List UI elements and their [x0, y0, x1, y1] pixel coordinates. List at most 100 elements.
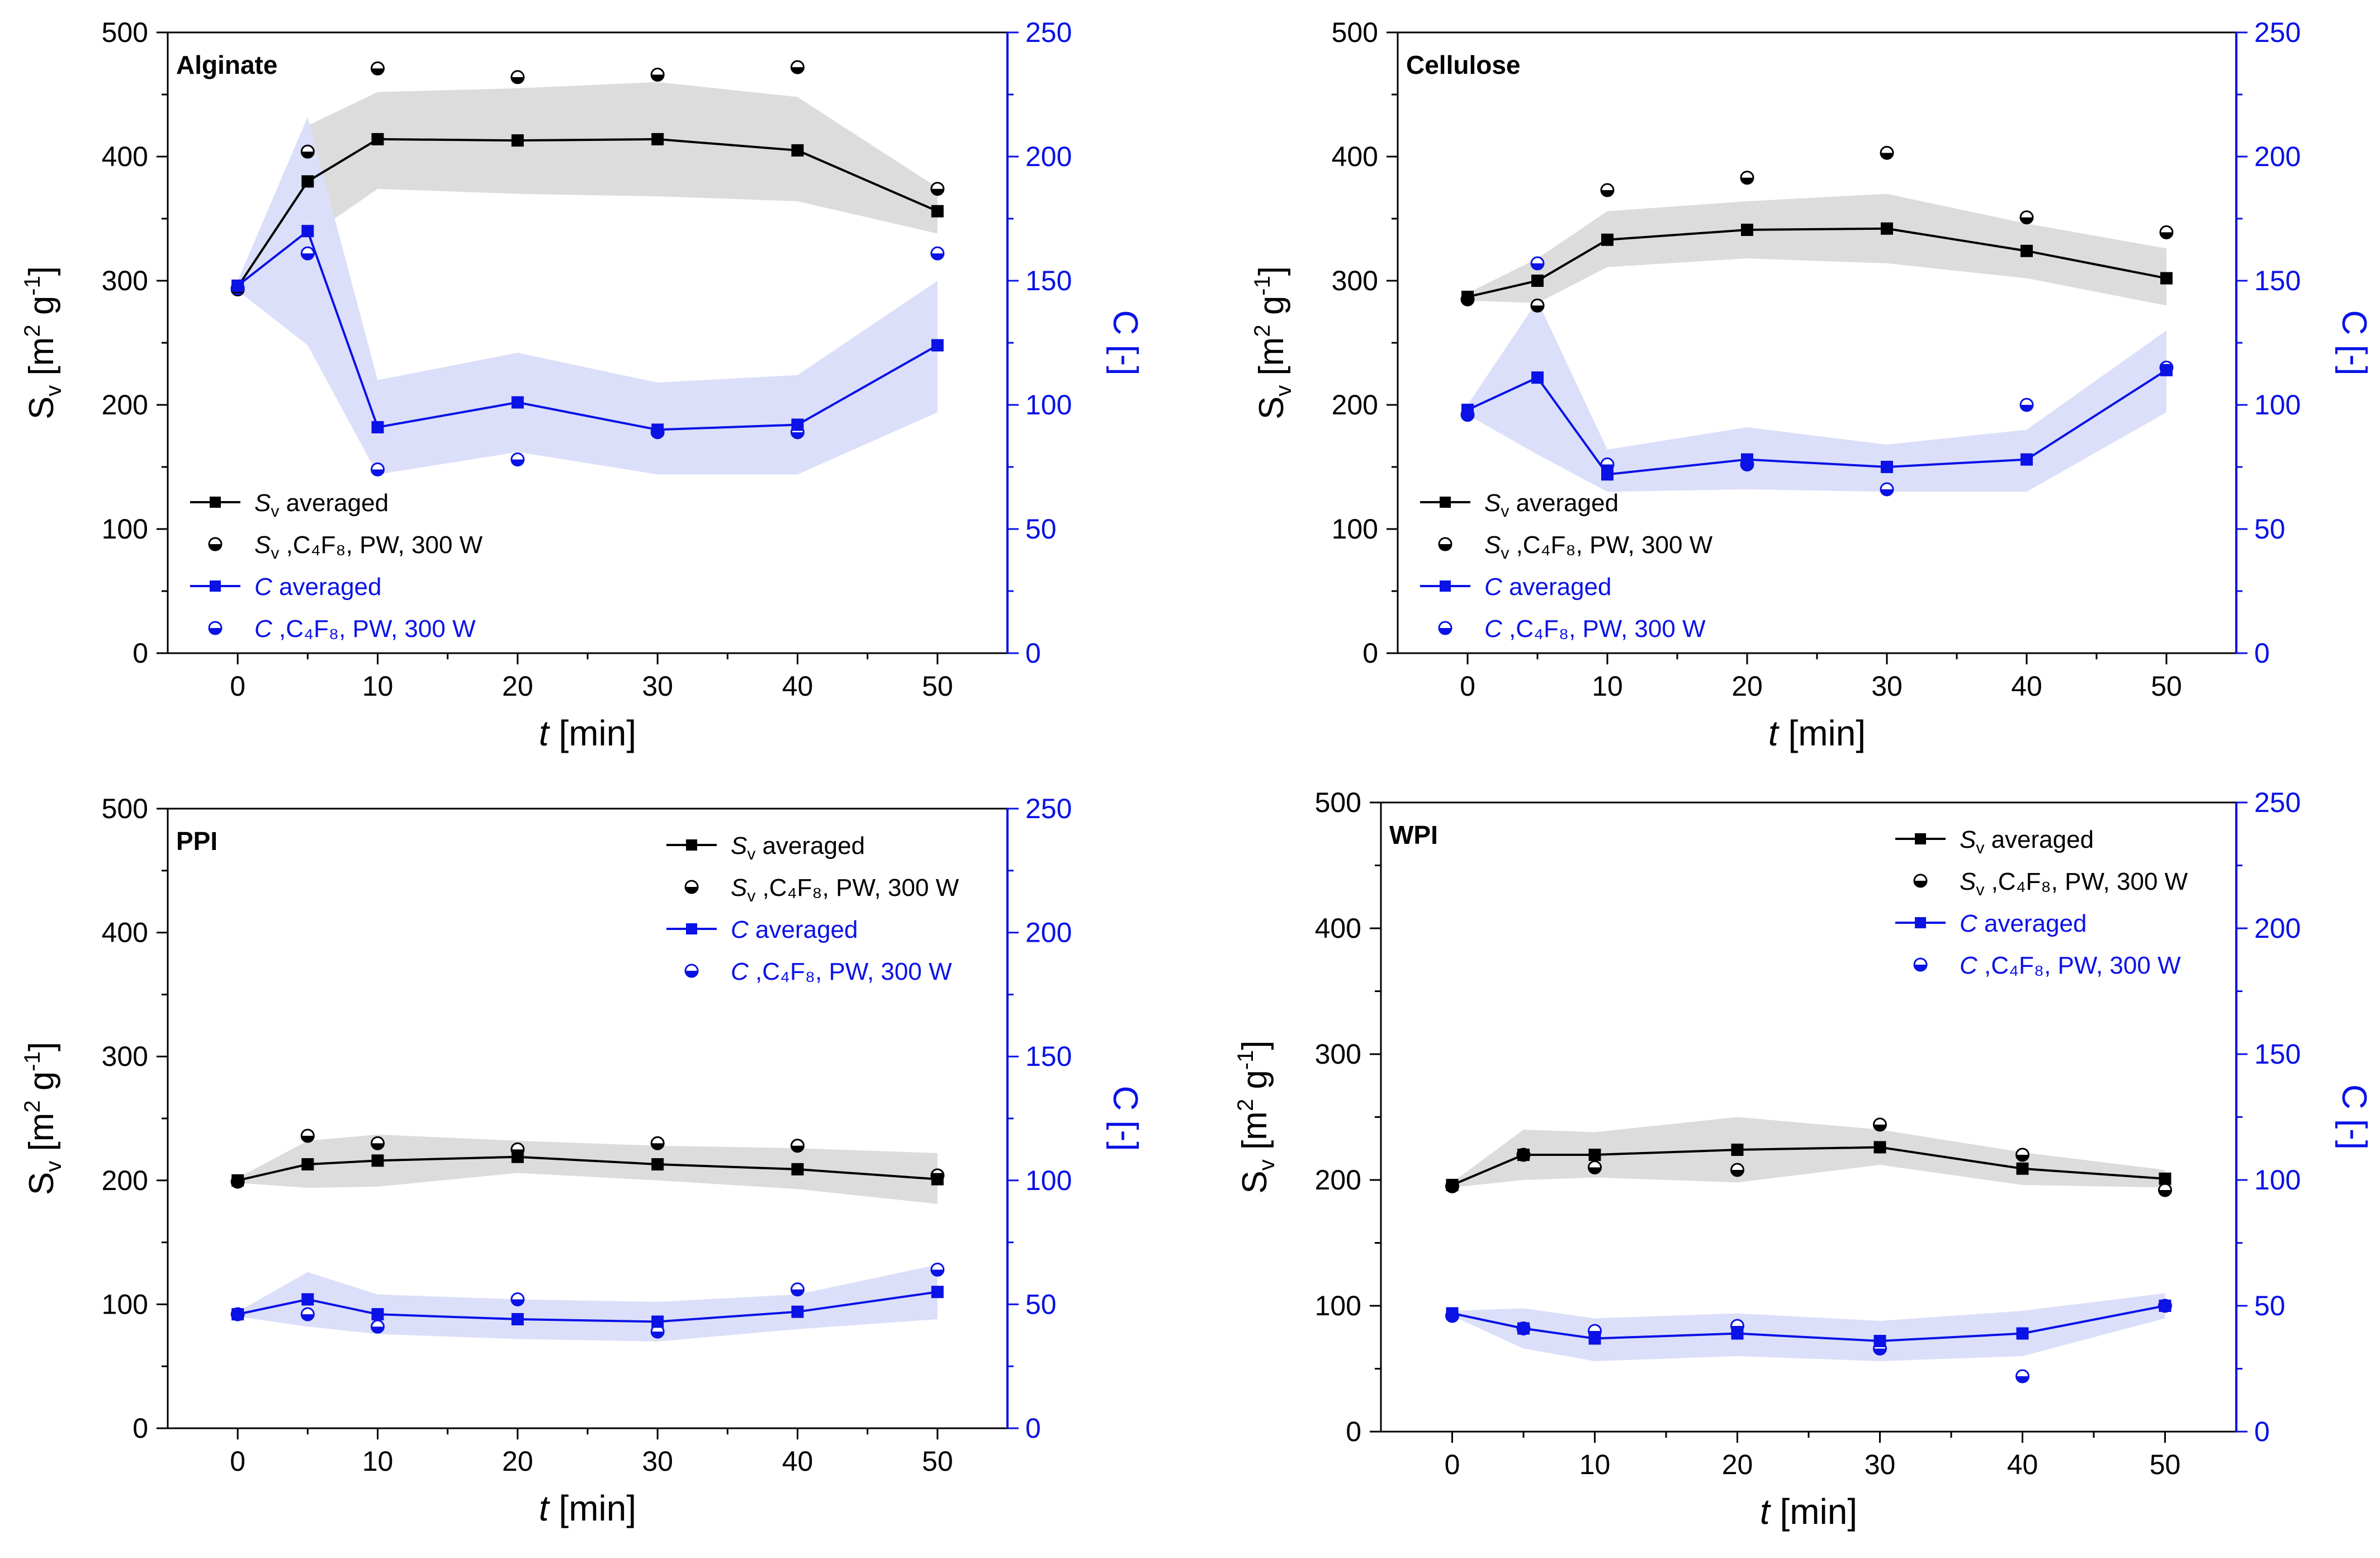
y-left-tick-label: 300 [102, 265, 148, 296]
c-averaged-point [301, 225, 314, 238]
sv-pw-point-fill [1873, 1125, 1886, 1131]
sv-averaged-point [651, 133, 664, 145]
sv-averaged-point [1881, 222, 1893, 235]
sv-pw-point-fill [301, 152, 314, 158]
legend-half-circle-icon-fill [1914, 881, 1927, 887]
c-averaged-point [1741, 453, 1753, 466]
legend-entry-label: Sv ,C₄F₈, PW, 300 W [1484, 531, 1713, 563]
x-tick-label: 10 [1579, 1449, 1611, 1480]
legend: Sv averaged Sv ,C₄F₈, PW, 300 W C averaged… [190, 489, 483, 643]
sv-averaged-point [301, 175, 314, 188]
legend-entry-label: C averaged [254, 573, 381, 601]
legend-square-icon [210, 580, 221, 592]
legend-entry-label: Sv ,C₄F₈, PW, 300 W [1960, 868, 2188, 899]
y-left-axis-label: Sv [m2 g-1] [1233, 1040, 1279, 1193]
y-right-tick-label: 100 [1025, 389, 1072, 421]
sv-averaged-point [1461, 290, 1474, 303]
y-left-tick-label: 0 [1362, 638, 1378, 669]
legend-entry-label: C averaged [1960, 910, 2086, 937]
x-tick-label: 40 [782, 671, 813, 702]
legend-half-circle-icon-fill [209, 544, 221, 550]
c-pw-point-fill [301, 253, 314, 260]
sv-pw-point-fill [2160, 232, 2173, 239]
sv-pw-point-fill [651, 74, 664, 81]
y-left-tick-label: 200 [1332, 389, 1378, 421]
legend-entry-label: C ,C₄F₈, PW, 300 W [254, 615, 476, 643]
sv-averaged-point [931, 1173, 944, 1186]
legend-square-icon [686, 923, 697, 934]
c-pw-point-fill [931, 253, 944, 260]
y-right-axis-label: C [-] [2335, 1084, 2373, 1150]
x-tick-label: 0 [230, 671, 245, 702]
sv-pw-point-fill [1731, 1170, 1744, 1176]
y-right-tick-label: 250 [2254, 787, 2301, 818]
y-right-tick-label: 200 [2254, 141, 2301, 172]
y-right-tick-label: 250 [1025, 17, 1072, 48]
legend-half-circle-icon-fill [685, 971, 698, 977]
y-right-tick-label: 200 [2254, 913, 2301, 944]
legend-entry-label: Sv averaged [1484, 489, 1619, 521]
c-averaged-point [371, 1308, 384, 1321]
legend-square-icon [1440, 497, 1451, 508]
y-right-tick-label: 0 [2254, 1416, 2270, 1447]
sv-averaged-point [231, 1174, 244, 1187]
chart-panel-wpi: 0 10 20 30 40 5001002003004005000501001502002… [1233, 787, 2373, 1532]
x-axis-label: t [min] [1760, 1491, 1857, 1532]
sv-pw-point-fill [1601, 190, 1614, 196]
x-tick-label: 20 [502, 671, 533, 702]
sv-averaged-point [1741, 223, 1753, 236]
y-left-tick-label: 0 [1346, 1416, 1361, 1447]
legend-entry-label: Sv averaged [254, 489, 389, 521]
sv-error-band [238, 82, 938, 291]
y-left-tick-label: 200 [102, 1165, 148, 1196]
sv-averaged-point [1731, 1144, 1744, 1156]
y-right-axis-label: C [-] [2335, 310, 2373, 375]
c-error-band [1468, 300, 2166, 492]
y-right-tick-label: 150 [2254, 265, 2301, 296]
x-tick-label: 30 [1865, 1449, 1896, 1480]
c-averaged-point [1588, 1332, 1601, 1345]
x-tick-label: 50 [2150, 1449, 2181, 1480]
y-right-tick-label: 50 [2254, 1290, 2286, 1321]
y-left-tick-label: 400 [1332, 141, 1378, 172]
c-error-band [238, 1264, 938, 1342]
c-averaged-point [791, 418, 804, 431]
legend-entry-label: Sv ,C₄F₈, PW, 300 W [731, 874, 959, 905]
y-left-tick-label: 100 [102, 1288, 148, 1320]
sv-pw-point-fill [511, 77, 524, 83]
panel-title: Alginate [176, 50, 277, 79]
y-right-tick-label: 50 [1025, 513, 1057, 545]
c-pw-point-fill [371, 1326, 384, 1333]
legend-half-circle-icon-fill [1914, 965, 1927, 971]
sv-averaged-point [1446, 1179, 1459, 1191]
x-tick-label: 20 [1731, 671, 1763, 702]
sv-averaged-point [791, 144, 804, 157]
y-left-tick-label: 400 [102, 917, 148, 948]
y-left-tick-label: 500 [1332, 17, 1378, 48]
c-error-band [238, 116, 938, 475]
sv-averaged-point [2016, 1162, 2029, 1175]
y-left-tick-label: 100 [102, 513, 148, 545]
c-averaged-point [1517, 1322, 1530, 1335]
c-pw-point-fill [2021, 405, 2033, 411]
c-averaged-point [1461, 403, 1474, 416]
legend-square-icon [1440, 580, 1451, 592]
legend-entry-label: C ,C₄F₈, PW, 300 W [1484, 615, 1706, 643]
y-left-tick-label: 100 [1332, 513, 1378, 545]
c-averaged-point [931, 339, 944, 352]
legend-square-icon [686, 839, 697, 851]
c-averaged-point [651, 1315, 664, 1328]
chart-panel-cellulose: 0 10 20 30 40 5001002003004005000501001502002… [1250, 17, 2373, 753]
sv-averaged-point [791, 1163, 804, 1175]
legend-half-circle-icon-fill [685, 887, 698, 893]
legend: Sv averaged Sv ,C₄F₈, PW, 300 W C averaged… [1895, 826, 2188, 979]
x-tick-label: 30 [642, 671, 673, 702]
sv-pw-point-fill [651, 1143, 664, 1150]
sv-averaged-point [651, 1158, 664, 1170]
y-right-tick-label: 100 [1025, 1165, 1072, 1196]
panel-title: Cellulose [1406, 50, 1521, 79]
c-averaged-point [1531, 371, 1544, 384]
sv-pw-point-fill [2016, 1155, 2029, 1161]
y-left-tick-label: 500 [102, 793, 148, 824]
legend-square-icon [1915, 917, 1926, 928]
